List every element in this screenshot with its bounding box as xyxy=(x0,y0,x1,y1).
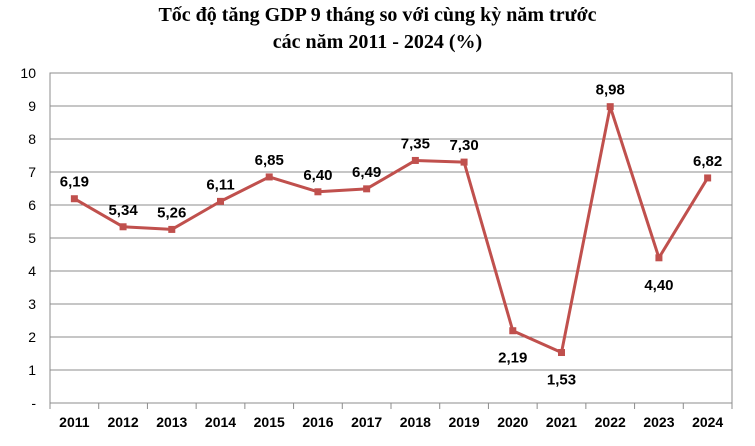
y-tick-label: 10 xyxy=(20,65,36,81)
data-point xyxy=(509,327,517,335)
x-tick-label: 2019 xyxy=(448,414,479,430)
data-point xyxy=(411,156,419,164)
data-label: 6,11 xyxy=(206,176,234,193)
data-label: 7,30 xyxy=(449,137,478,154)
data-point xyxy=(168,225,176,233)
x-tick-label: 2011 xyxy=(59,414,90,430)
x-tick-label: 2016 xyxy=(302,414,333,430)
y-tick-label: 2 xyxy=(28,329,36,345)
data-label: 6,19 xyxy=(60,174,89,191)
y-tick-label: - xyxy=(31,395,36,411)
y-tick-label: 5 xyxy=(28,230,36,246)
x-tick-label: 2017 xyxy=(351,414,382,430)
x-tick-label: 2018 xyxy=(400,414,431,430)
data-point xyxy=(558,349,565,357)
x-tick-label: 2021 xyxy=(546,414,577,430)
series-line xyxy=(73,105,709,355)
x-tick-label: 2022 xyxy=(595,414,626,430)
data-point xyxy=(217,197,224,205)
data-label: 4,40 xyxy=(644,277,673,294)
y-tick-label: 3 xyxy=(28,296,36,312)
y-tick-label: 6 xyxy=(28,197,36,213)
data-point xyxy=(606,103,614,111)
chart-title-line-1: Tốc độ tăng GDP 9 tháng so với cùng kỳ n… xyxy=(158,4,597,26)
data-point xyxy=(119,223,127,231)
chart-title: Tốc độ tăng GDP 9 tháng so với cùng kỳ n… xyxy=(0,2,755,56)
x-tick-label: 2013 xyxy=(156,414,187,430)
y-tick-label: 8 xyxy=(28,131,36,147)
data-point xyxy=(363,185,371,193)
x-tick-label: 2014 xyxy=(205,414,236,430)
y-tick-label: 4 xyxy=(28,263,36,279)
x-tick-label: 2023 xyxy=(643,414,674,430)
data-label: 5,26 xyxy=(157,204,186,221)
y-tick-label: 1 xyxy=(28,362,36,378)
x-tick-label: 2020 xyxy=(497,414,528,430)
y-tick-label: 7 xyxy=(28,164,36,180)
x-tick-label: 2015 xyxy=(254,414,285,430)
x-tick-label: 2012 xyxy=(107,414,138,430)
data-label: 5,34 xyxy=(108,202,138,219)
data-point xyxy=(655,254,663,262)
data-point xyxy=(460,158,468,166)
data-point xyxy=(314,188,322,196)
y-tick-label: 9 xyxy=(28,98,36,114)
data-label: 8,98 xyxy=(596,82,625,99)
data-point xyxy=(70,195,78,203)
data-label: 1,53 xyxy=(547,372,576,389)
data-label: 6,40 xyxy=(303,167,332,184)
data-label: 2,19 xyxy=(498,350,527,367)
data-point xyxy=(704,174,712,182)
data-label: 6,82 xyxy=(693,153,722,170)
data-point xyxy=(265,173,273,181)
data-label: 6,85 xyxy=(255,152,284,169)
data-label: 6,49 xyxy=(352,164,381,181)
chart-title-line-2: các năm 2011 - 2024 (%) xyxy=(272,31,483,53)
data-label: 7,35 xyxy=(401,135,430,152)
x-tick-label: 2024 xyxy=(692,414,723,430)
